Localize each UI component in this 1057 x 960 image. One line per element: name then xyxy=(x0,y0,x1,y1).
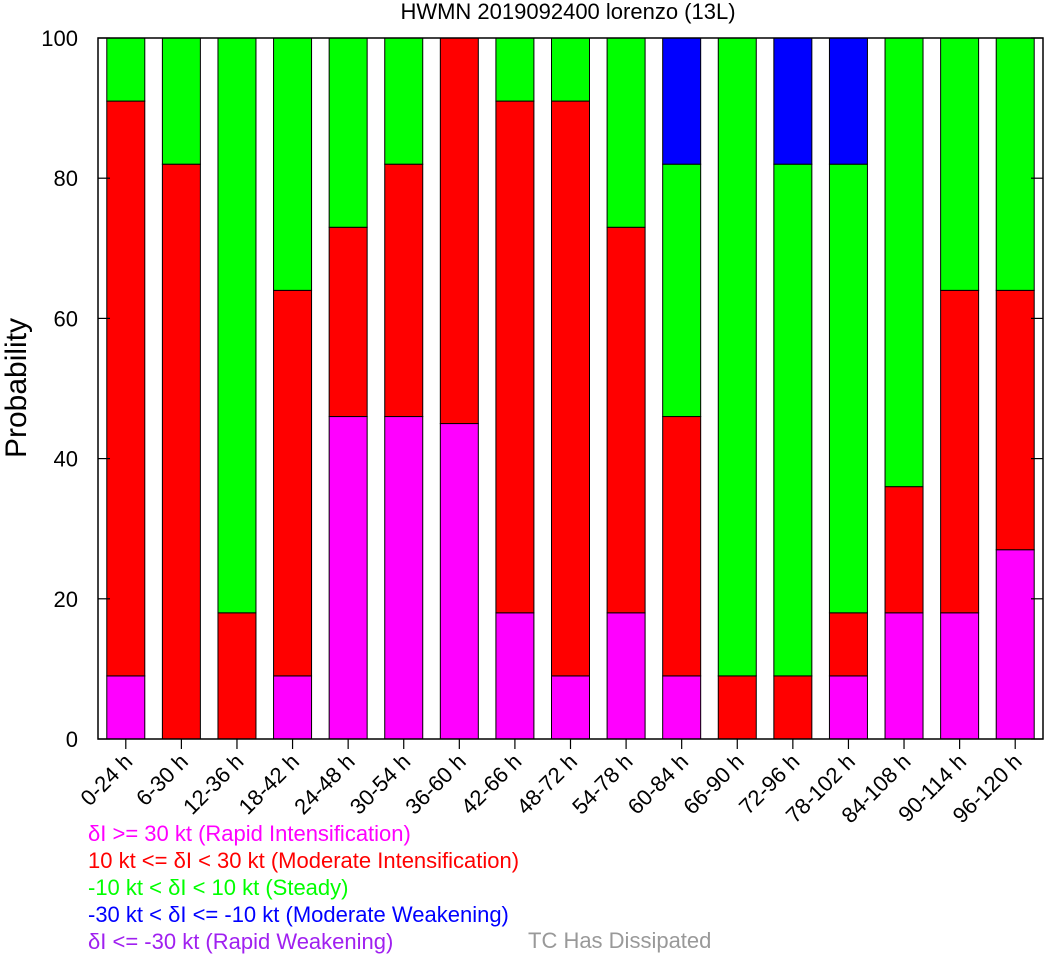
bar-group xyxy=(106,37,1035,740)
bar-segment-60-84h-s1 xyxy=(662,416,702,677)
bar-segment-6-30h-s1 xyxy=(161,163,201,740)
bar-segment-0-24h-s1 xyxy=(106,100,146,677)
bar-segment-54-78h-s1 xyxy=(606,226,646,614)
bar-segment-60-84h-s0 xyxy=(662,675,702,740)
x-axis: 0-24 h6-30 h12-36 h18-42 h24-48 h30-54 h… xyxy=(76,739,1027,828)
bar-segment-6-30h-s2 xyxy=(161,37,201,165)
legend-entry-0: δI >= 30 kt (Rapid Intensification) xyxy=(88,821,411,846)
bar-segment-0-24h-s0 xyxy=(106,675,146,740)
bar-segment-84-108h-s2 xyxy=(884,37,924,488)
bar-segment-78-102h-s0 xyxy=(828,675,868,740)
y-axis: 0 20 40 60 80 100 xyxy=(41,26,1043,752)
bar-segment-48-72h-s0 xyxy=(551,675,590,740)
x-tick-label-48-72h: 48-72 h xyxy=(512,749,582,819)
bar-segment-54-78h-s0 xyxy=(606,612,646,740)
bar-segment-30-54h-s0 xyxy=(384,416,424,740)
bar-segment-90-114h-s0 xyxy=(940,612,980,740)
legend-dissipated: TC Has Dissipated xyxy=(528,928,712,953)
x-tick-label-0-24h: 0-24 h xyxy=(76,749,138,811)
bar-segment-0-24h-s2 xyxy=(106,37,146,102)
bar-segment-24-48h-s0 xyxy=(328,416,368,740)
y-tick-label-80: 80 xyxy=(54,166,78,191)
x-tick-label-12-36h: 12-36 h xyxy=(178,749,248,819)
legend-entry-3: -30 kt < δI <= -10 kt (Moderate Weakenin… xyxy=(88,902,509,927)
y-axis-label: Probability xyxy=(0,318,33,458)
bar-segment-96-120h-s0 xyxy=(995,549,1035,740)
chart-title: HWMN 2019092400 lorenzo (13L) xyxy=(400,0,735,24)
bar-segment-36-60h-s0 xyxy=(439,423,479,740)
x-tick-label-60-84h: 60-84 h xyxy=(623,749,693,819)
bar-segment-78-102h-s1 xyxy=(828,612,868,677)
x-tick-label-24-48h: 24-48 h xyxy=(289,749,359,819)
x-tick-label-30-54h: 30-54 h xyxy=(345,749,415,819)
bar-segment-24-48h-s2 xyxy=(328,37,368,228)
bar-segment-36-60h-s1 xyxy=(439,37,479,425)
bar-segment-30-54h-s2 xyxy=(384,37,424,165)
bar-segment-84-108h-s1 xyxy=(884,486,924,614)
legend-entry-1: 10 kt <= δI < 30 kt (Moderate Intensific… xyxy=(88,848,520,873)
bar-segment-66-90h-s1 xyxy=(717,675,757,740)
bar-segment-42-66h-s2 xyxy=(495,37,535,102)
bar-segment-96-120h-s2 xyxy=(995,37,1035,291)
bar-segment-12-36h-s1 xyxy=(217,612,257,740)
bar-segment-42-66h-s0 xyxy=(495,612,535,740)
y-tick-label-40: 40 xyxy=(54,447,78,472)
bar-segment-66-90h-s2 xyxy=(717,37,757,677)
bar-segment-30-54h-s1 xyxy=(384,163,424,418)
bar-segment-84-108h-s0 xyxy=(884,612,924,740)
bar-segment-72-96h-s1 xyxy=(773,675,813,740)
bar-segment-42-66h-s1 xyxy=(495,100,535,614)
bar-segment-78-102h-s2 xyxy=(828,163,868,614)
x-tick-label-66-90h: 66-90 h xyxy=(678,749,748,819)
bar-segment-48-72h-s2 xyxy=(551,37,590,102)
bar-segment-90-114h-s1 xyxy=(940,289,980,614)
legend: δI >= 30 kt (Rapid Intensification) 10 kt… xyxy=(88,820,519,955)
bar-segment-48-72h-s1 xyxy=(551,100,590,677)
bar-segment-90-114h-s2 xyxy=(940,37,980,291)
bar-segment-72-96h-s2 xyxy=(773,163,813,677)
y-tick-label-20: 20 xyxy=(54,587,78,612)
bar-segment-24-48h-s1 xyxy=(328,226,368,418)
bar-segment-18-42h-s1 xyxy=(273,289,313,677)
bar-segment-18-42h-s2 xyxy=(273,37,313,291)
x-tick-label-54-78h: 54-78 h xyxy=(567,749,637,819)
bar-segment-12-36h-s2 xyxy=(217,37,257,614)
bar-segment-96-120h-s1 xyxy=(995,289,1035,551)
x-tick-label-36-60h: 36-60 h xyxy=(400,749,470,819)
x-tick-label-18-42h: 18-42 h xyxy=(234,749,304,819)
legend-entry-2: -10 kt < δI < 10 kt (Steady) xyxy=(88,875,349,900)
bar-segment-72-96h-s3 xyxy=(773,37,813,165)
y-tick-label-100: 100 xyxy=(41,26,78,51)
y-tick-label-0: 0 xyxy=(66,727,78,752)
bar-segment-78-102h-s3 xyxy=(828,37,868,165)
bar-segment-60-84h-s2 xyxy=(662,163,702,418)
bar-segment-18-42h-s0 xyxy=(273,675,313,740)
y-tick-label-60: 60 xyxy=(54,306,78,331)
bar-segment-60-84h-s3 xyxy=(662,37,702,165)
x-tick-label-42-66h: 42-66 h xyxy=(456,749,526,819)
bar-segment-54-78h-s2 xyxy=(606,37,646,228)
legend-entry-4: δI <= -30 kt (Rapid Weakening) xyxy=(88,929,394,954)
